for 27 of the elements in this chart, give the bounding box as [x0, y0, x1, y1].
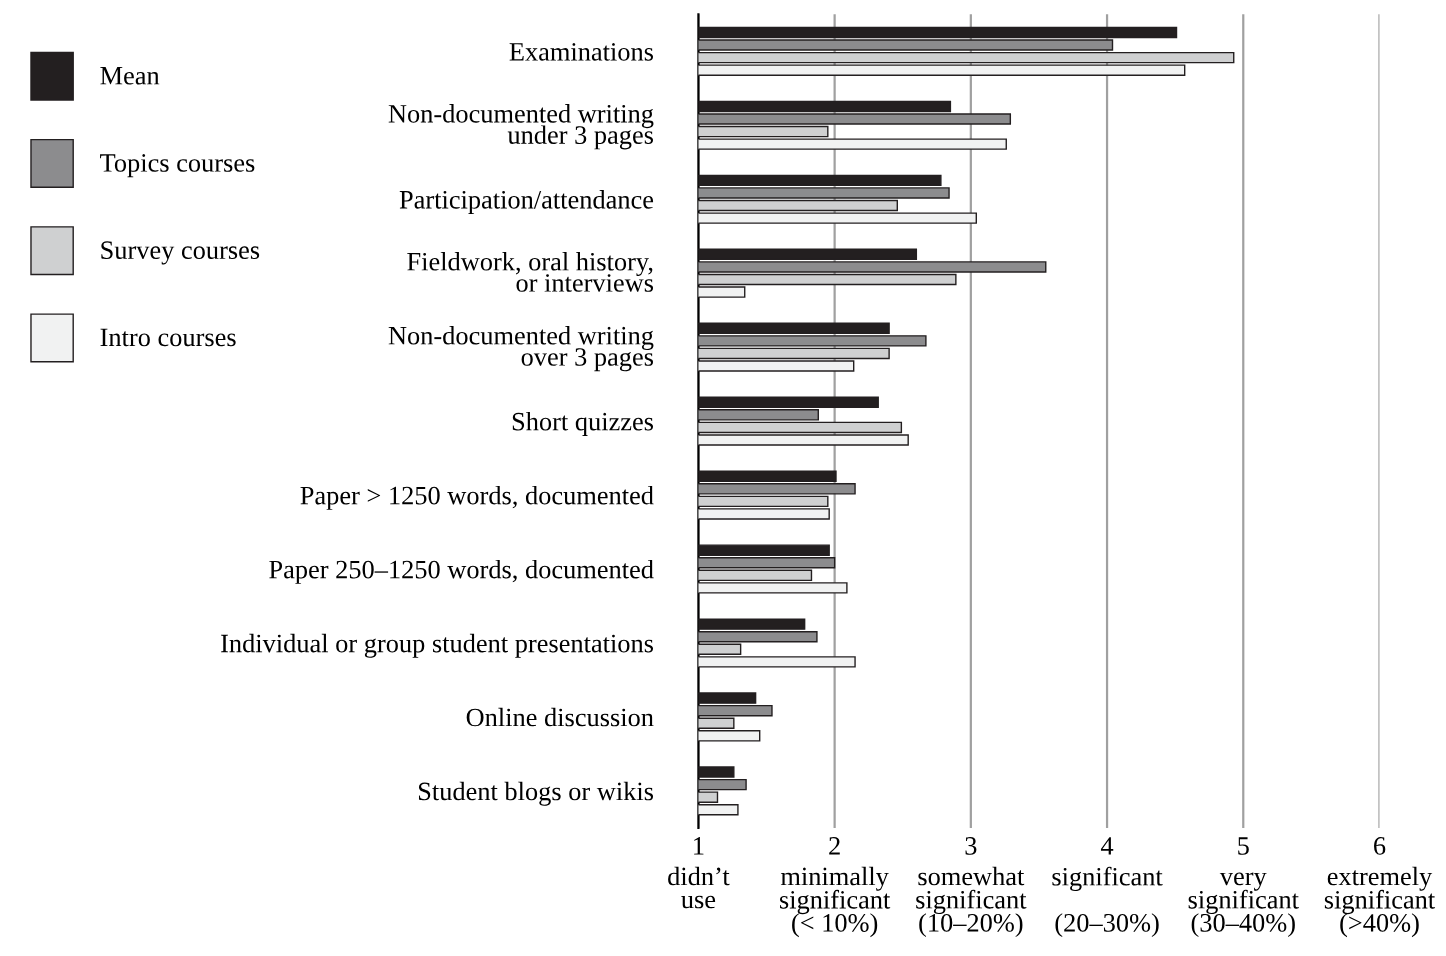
- y-tick-label: Fieldwork, oral history, or interviews: [407, 252, 654, 292]
- y-tick-label: Short quizzes: [512, 411, 654, 436]
- legend-label: Mean: [100, 67, 160, 85]
- y-tick-label: Paper > 1250 words, documented: [300, 485, 654, 510]
- legend-label: Intro courses: [100, 328, 236, 347]
- text: extremely significant (>40%): [1324, 866, 1436, 938]
- y-tick-label: Examinations: [509, 43, 654, 61]
- y-tick-label: Student blogs or wikis: [418, 781, 654, 806]
- legend-label: Topics courses: [100, 154, 255, 178]
- text: very significant (30–40%): [1188, 872, 1299, 938]
- y-tick-label: Non-documented writing under 3 pages: [388, 104, 654, 150]
- text: minimally significant (< 10%): [780, 866, 891, 938]
- x-tick-label: 3: [965, 837, 977, 855]
- y-tick-label: Paper 250–1250 words, documented: [269, 559, 654, 584]
- x-tick-label: 2: [829, 837, 840, 855]
- text: somewhat significant (10–20%): [916, 866, 1027, 938]
- x-tick-label: 4: [1100, 837, 1114, 855]
- y-tick-label: Non-documented writing over 3 pages: [388, 326, 654, 372]
- x-tick-label: 1: [694, 837, 704, 855]
- x-tick-label: 5: [1238, 837, 1249, 855]
- x-tick-label: 6: [1374, 837, 1386, 855]
- text: significant (20–30%): [1052, 866, 1163, 938]
- text: didn’t use: [668, 866, 730, 909]
- legend-label: Survey courses: [101, 241, 260, 265]
- y-tick-label: Online discussion: [466, 707, 654, 727]
- y-tick-label: Individual or group student presentations: [221, 633, 654, 658]
- y-tick-label: Participation/attendance: [399, 190, 654, 215]
